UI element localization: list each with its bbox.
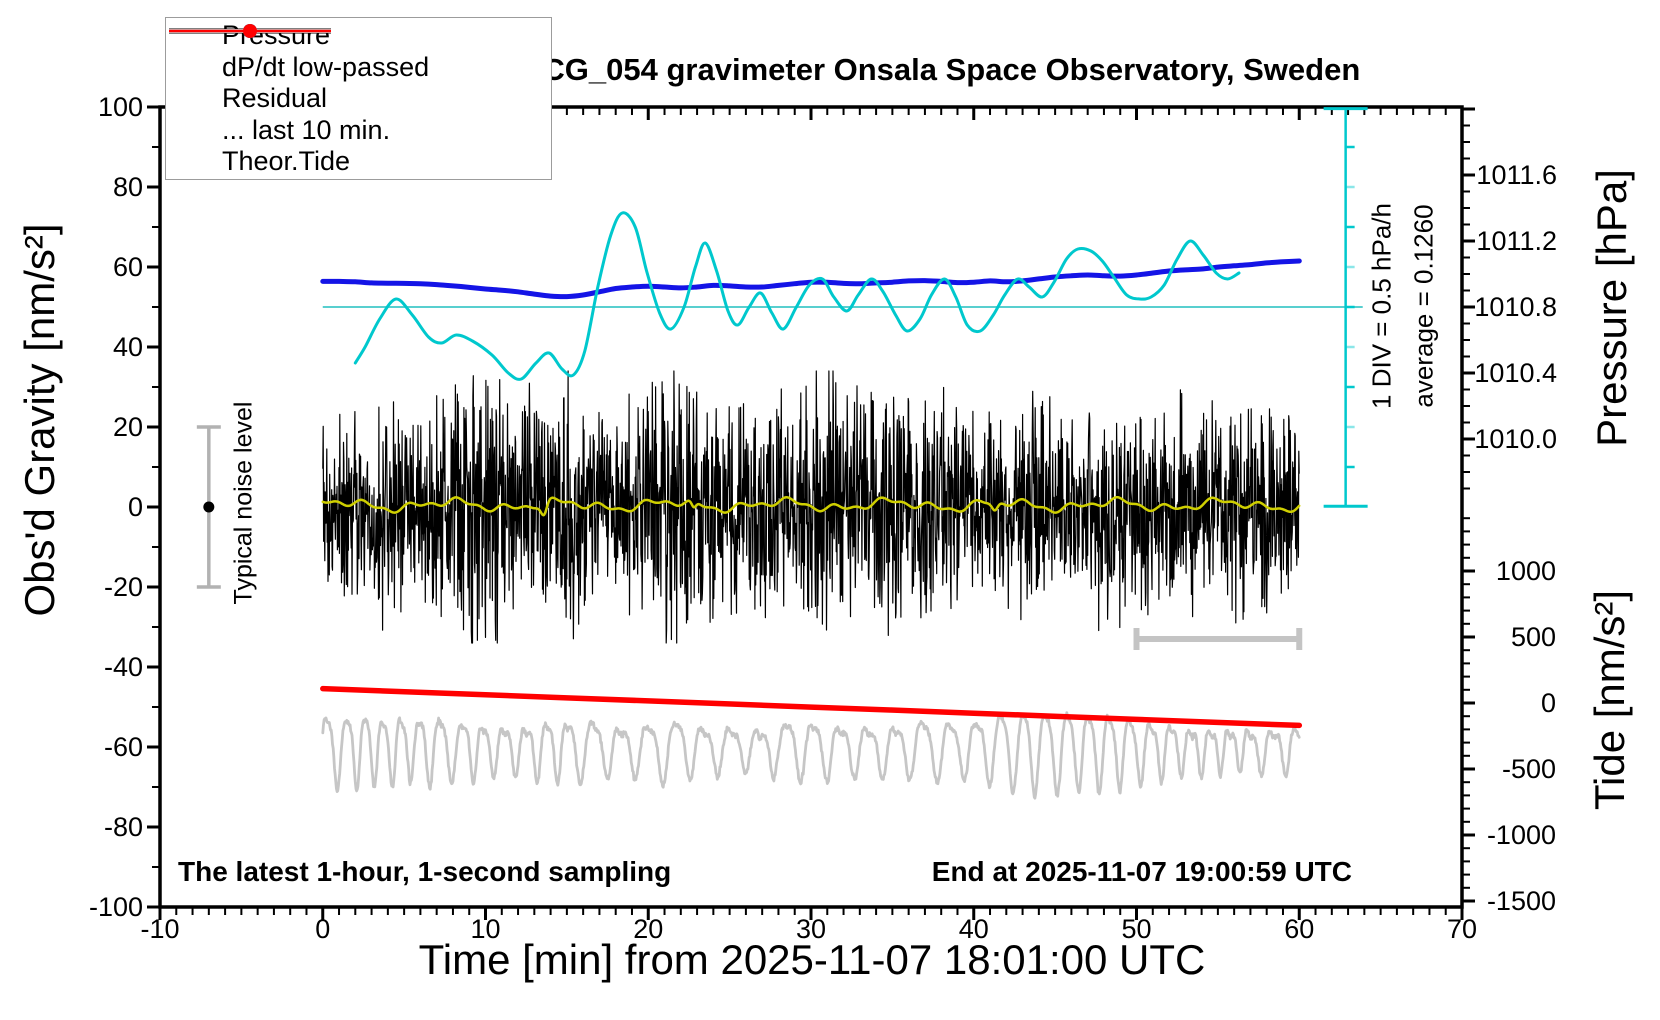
legend-label: Pressure [222,20,331,50]
x-tick-label: 0 [315,914,330,944]
x-tick-label: 60 [1284,914,1314,944]
pressure-tick-label: 1011.2 [1476,226,1557,256]
div-scale-annotation: 1 DIV = 0.5 hPa/h [1366,203,1397,409]
tide-tick-label: 1000 [1496,556,1556,586]
x-tick-label: 40 [959,914,989,944]
x-tick-label: 50 [1121,914,1151,944]
gravity-tick-label: -20 [104,572,143,602]
typical-noise-errorbar [196,425,221,589]
gravity-tick-label: 80 [113,172,143,202]
x-tick-label: 20 [633,914,663,944]
typical-noise-label: Typical noise level [229,401,258,605]
pressure-tick-label: 1010.0 [1474,424,1557,454]
tide-tick-label: -1500 [1487,886,1556,916]
legend-item-last10: ... last 10 min. [166,29,551,145]
x-tick-label: 70 [1447,914,1477,944]
x-axis-label: Time [min] from 2025-11-07 18:01:00 UTC [418,936,1206,983]
x-tick-label: 30 [796,914,826,944]
gravity-tick-label: -80 [104,812,143,842]
gravity-tick-label: -40 [104,652,143,682]
series-residual [322,370,1300,644]
y-axis-label-gravity: Obs'd Gravity [nm/s²] [16,223,63,617]
last10-interval-bar [1133,628,1303,650]
legend-item-dpdt: dP/dt low-passed [166,24,551,82]
gravity-tick-label: -60 [104,732,143,762]
y-axis-label-pressure: Pressure [hPa] [1588,169,1635,447]
series-theor-tide [320,685,1303,729]
gravity-tick-label: -100 [89,892,143,922]
series-pressure [320,258,1302,300]
legend-item-residual: Residual [166,28,551,113]
legend-marker-dot [243,24,257,38]
series-dp-dt-low-passed [353,211,1241,381]
pressure-tick-label: 1011.6 [1476,160,1557,190]
x-tick-label: -10 [140,914,179,944]
tide-tick-label: -1000 [1487,820,1556,850]
legend-label: dP/dt low-passed [222,51,430,82]
legend-item-theortide: Theor.Tide [166,24,551,176]
average-annotation: average = 0.1260 [1408,204,1439,408]
tide-tick-label: 0 [1541,688,1556,718]
end-time-annotation: End at 2025-11-07 19:00:59 UTC [931,856,1352,887]
gravity-tick-label: 40 [113,332,143,362]
gravity-tick-label: 20 [113,412,143,442]
y-axis-label-tide: Tide [nm/s²] [1586,589,1633,811]
tide-tick-label: 500 [1511,622,1556,652]
legend-box: Pressure dP/dt low-passed Residual ... l… [165,17,552,180]
gravity-tick-label: 0 [128,492,143,522]
pressure-tick-label: 1010.4 [1474,358,1557,388]
series-last-10-min [321,711,1301,800]
legend-label: Theor.Tide [222,146,351,176]
x-tick-label: 10 [470,914,500,944]
gravity-tick-label: 100 [98,92,143,122]
dpdt-scale-bar [1323,107,1368,508]
gravity-tick-label: 60 [113,252,143,282]
legend-label: Residual [222,83,328,113]
sampling-annotation: The latest 1-hour, 1-second sampling [178,856,672,887]
tide-tick-label: -500 [1502,754,1556,784]
legend-label: ... last 10 min. [222,114,391,145]
page-title: SCG_054 gravimeter Onsala Space Observat… [521,52,1361,87]
legend-sample-4 [169,24,331,38]
series-residual-smoothed [321,495,1301,517]
pressure-tick-label: 1010.8 [1474,292,1557,322]
